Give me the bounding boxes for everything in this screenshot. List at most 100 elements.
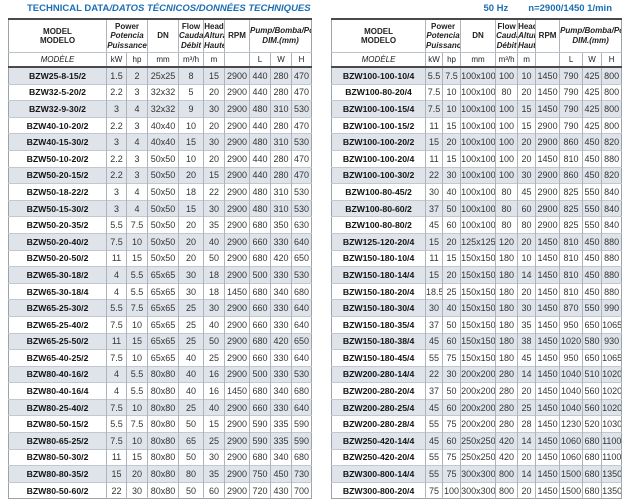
table-row: BZW80-80-35/2 15 20 80x80 80 35 2900 750 450 730 [8, 465, 312, 483]
value-cell: 80 [178, 465, 204, 483]
value-cell: 280 [495, 398, 518, 416]
value-cell: 10 [517, 249, 536, 267]
value-cell: 825 [559, 183, 583, 201]
value-cell: 1450 [535, 382, 560, 400]
frequency-value: 50 Hz [483, 3, 509, 14]
value-cell: 55 [425, 465, 443, 483]
value-cell: 660 [249, 232, 271, 251]
model-cell: BZW250-420-14/4 [331, 432, 426, 450]
value-cell: 22 [106, 481, 127, 499]
value-cell: 440 [249, 116, 271, 134]
value-cell: 520 [582, 415, 602, 433]
value-cell: 870 [559, 299, 583, 317]
value-cell: 330 [270, 365, 292, 383]
value-cell: 100x100 [460, 166, 496, 184]
value-cell: 50 [203, 332, 225, 350]
table-row: BZW300-800-20/4 75 100 300x300 800 20 1450 1500… [331, 481, 622, 499]
model-cell: BZW80-50-60/2 [8, 481, 107, 499]
model-cell: BZW100-80-45/2 [331, 183, 426, 201]
value-cell: 22 [425, 365, 443, 383]
value-cell: 20 [517, 448, 536, 466]
value-cell: 100 [442, 481, 461, 499]
value-cell: 2900 [224, 249, 250, 267]
dn-header: DN [147, 19, 179, 53]
value-cell: 11 [106, 448, 127, 466]
value-cell: 30 [203, 199, 225, 217]
value-cell: 440 [249, 166, 271, 184]
table-row: BZW100-100-30/2 22 30 100x100 100 30 2900 860 45… [331, 166, 622, 184]
value-cell: 810 [559, 282, 583, 300]
value-cell: 450 [582, 133, 602, 151]
value-cell: 650 [291, 249, 312, 267]
value-cell: 480 [249, 199, 271, 217]
value-cell: 7.5 [106, 232, 127, 251]
value-cell: 730 [291, 465, 312, 483]
model-cell: BZW50-10-20/2 [8, 149, 107, 168]
value-cell: 20 [203, 83, 225, 101]
value-cell: 590 [291, 415, 312, 433]
value-cell: 7.5 [425, 83, 443, 101]
value-cell: 50 [442, 315, 461, 333]
value-cell: 800 [601, 100, 622, 118]
model-cell: BZW100-100-10/4 [331, 66, 426, 85]
head-header: HeadAlturaHauteur [203, 19, 225, 53]
value-cell: 40x40 [147, 116, 179, 134]
value-cell: 7.5 [106, 315, 127, 333]
value-cell: 2900 [224, 216, 250, 234]
model-cell: BZW150-180-45/4 [331, 349, 426, 367]
value-cell: 200x200 [460, 415, 496, 433]
value-cell: 25 [442, 282, 461, 300]
value-cell: 15 [125, 249, 148, 267]
value-cell: 640 [291, 398, 312, 416]
table-row: BZW150-180-38/4 45 60 150x150 180 38 1450 1020 5… [331, 332, 622, 350]
value-cell: 80 [517, 216, 536, 234]
table-row: BZW32-9-30/2 3 4 32x32 9 30 2900 480 310 530 [8, 100, 312, 118]
value-cell: 20 [178, 249, 204, 267]
value-cell: 2900 [224, 116, 250, 134]
value-cell: 15 [442, 249, 461, 267]
value-cell: 800 [601, 66, 622, 85]
value-cell: 100x100 [460, 133, 496, 151]
value-cell: 680 [249, 249, 271, 267]
value-cell: 80x80 [147, 415, 179, 433]
value-cell: 335 [270, 415, 292, 433]
value-cell: 3 [106, 100, 127, 118]
value-cell: 1450 [224, 382, 250, 400]
value-cell: 15 [442, 149, 461, 168]
value-cell: 860 [559, 133, 583, 151]
table-row: BZW100-80-60/2 37 50 100x100 80 60 2900 825 550 8… [331, 199, 622, 217]
value-cell: 1450 [535, 266, 560, 284]
value-cell: 450 [582, 166, 602, 184]
value-cell: 5 [178, 83, 204, 101]
value-cell: 10 [442, 100, 461, 118]
value-cell: 680 [249, 382, 271, 400]
value-cell: 50 [203, 249, 225, 267]
value-cell: 4 [106, 365, 127, 383]
value-cell: 50x50 [147, 166, 179, 184]
value-cell: 4 [106, 382, 127, 400]
value-cell: 650 [582, 349, 602, 367]
value-cell: 5.5 [106, 216, 127, 234]
value-cell: 1020 [601, 398, 622, 416]
value-cell: 7.5 [106, 398, 127, 416]
width-unit: W [270, 52, 292, 67]
value-cell: 28 [517, 415, 536, 433]
model-cell: BZW50-20-15/2 [8, 166, 107, 184]
value-cell: 1500 [559, 465, 583, 483]
value-cell: 18 [203, 282, 225, 300]
value-cell: 45 [425, 398, 443, 416]
value-cell: 680 [249, 332, 271, 350]
value-cell: 20 [517, 83, 536, 101]
value-cell: 1450 [535, 349, 560, 367]
value-cell: 2.2 [106, 83, 127, 101]
value-cell: 8 [178, 66, 204, 85]
value-cell: 790 [559, 116, 583, 134]
value-cell: 30 [442, 365, 461, 383]
model-cell: BZW25-8-15/2 [8, 66, 107, 85]
value-cell: 100x100 [460, 216, 496, 234]
value-cell: 530 [291, 199, 312, 217]
value-cell: 11 [425, 149, 443, 168]
value-cell: 55 [425, 448, 443, 466]
value-cell: 15 [125, 332, 148, 350]
value-cell: 1450 [535, 415, 560, 433]
